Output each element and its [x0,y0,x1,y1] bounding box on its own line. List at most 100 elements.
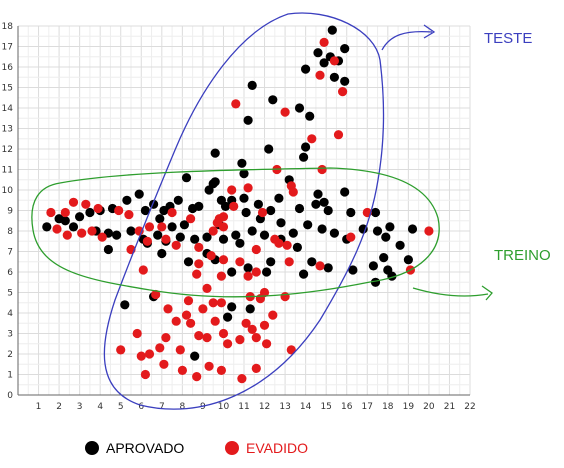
point-evadido [93,203,103,214]
point-evadido [144,222,155,232]
y-tick-label: 2 [7,350,13,360]
point-aprovado [54,214,64,224]
x-tick-label: 11 [238,402,249,412]
point-aprovado [220,201,231,211]
point-evadido [280,107,290,117]
y-tick-label: 5 [7,289,13,299]
point-aprovado [243,263,253,273]
point-aprovado [159,205,169,216]
point-evadido [319,37,329,48]
point-evadido [97,232,107,242]
y-tick-label: 14 [2,104,14,114]
x-tick-label: 21 [444,402,455,412]
x-tick-label: 8 [179,402,185,412]
x-tick-label: 3 [77,402,83,412]
point-evadido [216,365,226,375]
axes [17,26,470,396]
point-evadido [212,218,222,228]
point-evadido [231,99,241,109]
point-evadido [315,261,325,271]
point-evadido [155,343,165,353]
point-aprovado [204,185,214,195]
x-tick-label: 22 [464,402,475,412]
point-evadido [206,251,216,261]
point-evadido [171,316,181,326]
x-tick-label: 12 [259,402,270,412]
point-aprovado [340,76,350,86]
treino-arrow [412,285,493,301]
point-aprovado [253,199,263,209]
point-aprovado [385,222,395,232]
point-aprovado [241,207,251,218]
point-aprovado [313,189,323,199]
point-aprovado [245,304,255,314]
point-evadido [202,333,212,343]
point-evadido [218,328,229,339]
point-evadido [198,304,208,314]
point-evadido [208,226,218,236]
x-tick-label: 4 [97,402,103,412]
y-tick-label: 12 [2,145,13,155]
point-evadido [116,345,126,355]
point-aprovado [319,197,329,207]
x-tick-label: 2 [56,402,62,412]
point-aprovado [340,44,350,54]
point-aprovado [175,232,185,242]
point-aprovado [323,263,333,273]
point-aprovado [329,228,339,238]
point-aprovado [319,58,329,68]
point-evadido [333,130,344,140]
point-aprovado [368,261,378,271]
point-evadido [274,238,284,248]
point-evadido [317,164,327,175]
point-aprovado [305,111,315,121]
point-evadido [186,318,196,328]
point-aprovado [323,205,333,216]
point-aprovado [370,277,381,287]
teste-arrow [381,24,436,51]
point-aprovado [311,199,321,209]
point-evadido [346,232,356,242]
point-aprovado [75,212,85,222]
point-aprovado [276,218,286,228]
y-tick-label: 0 [7,391,13,401]
point-aprovado [181,173,192,183]
point-evadido [171,240,181,250]
legend: APROVADO EVADIDO [85,440,308,456]
point-evadido [216,271,226,281]
x-tick-label: 1 [36,402,42,412]
point-aprovado [262,267,272,277]
point-aprovado [210,177,220,187]
point-evadido [194,331,204,341]
point-evadido [202,283,212,293]
point-evadido [140,369,150,380]
point-evadido [284,257,294,267]
point-evadido [87,226,97,236]
point-evadido [138,265,148,275]
point-evadido [192,269,202,279]
point-aprovado [294,203,305,214]
point-aprovado [407,224,418,234]
point-evadido [338,87,348,97]
point-evadido [286,345,296,355]
point-evadido [223,339,233,349]
point-evadido [257,207,268,218]
point-aprovado [372,226,383,236]
y-tick-label: 16 [2,63,14,73]
point-evadido [186,214,196,224]
point-aprovado [134,189,144,199]
x-tick-label: 17 [362,402,373,412]
point-aprovado [294,103,305,113]
point-evadido [315,70,325,80]
point-aprovado [103,244,113,255]
point-aprovado [42,222,52,232]
point-aprovado [179,220,189,230]
point-aprovado [190,351,200,361]
point-aprovado [237,158,247,168]
point-aprovado [264,144,274,154]
y-tick-label: 15 [2,84,13,94]
teste-label: TESTE [484,30,532,47]
point-evadido [251,333,261,343]
